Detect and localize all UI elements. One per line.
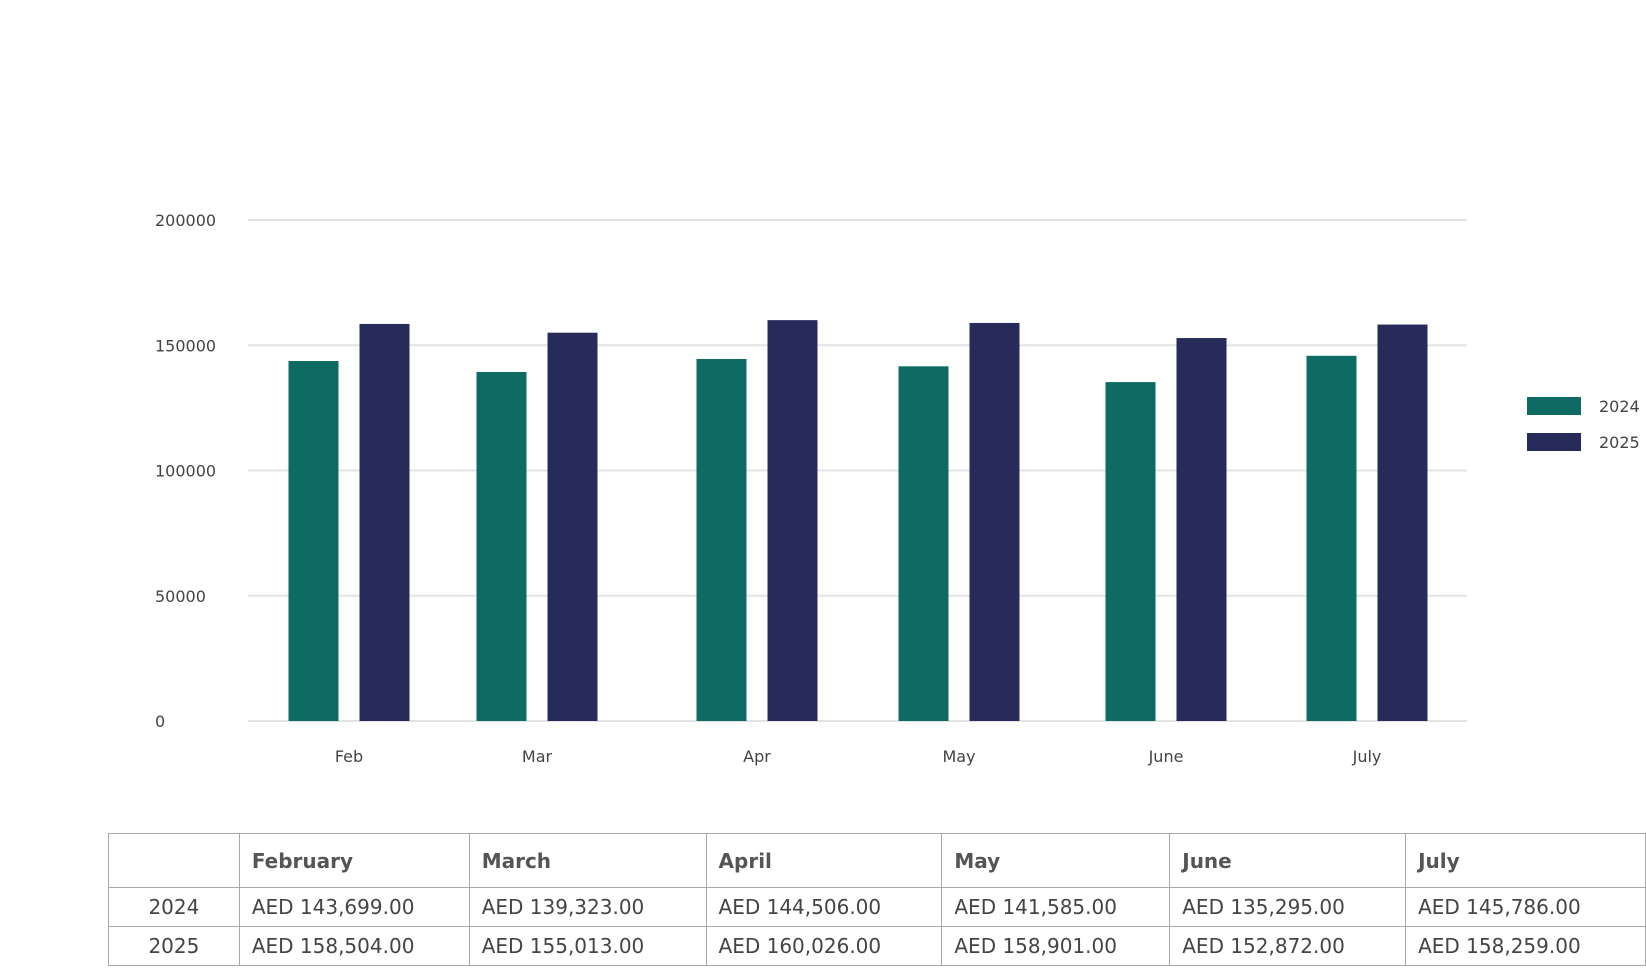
bar-2024-mar (476, 371, 527, 721)
table-cell: AED 141,585.00 (941, 887, 1171, 927)
y-tick-label: 0 (155, 712, 165, 731)
column-header: May (941, 833, 1171, 888)
table-cell: AED 144,506.00 (705, 887, 943, 927)
bar-2025-apr (767, 320, 818, 721)
x-tick-label: July (1352, 747, 1382, 766)
bar-2025-may (969, 322, 1020, 721)
table-row: 2024 AED 143,699.00 AED 139,323.00 AED 1… (108, 887, 1646, 927)
table-cell: AED 158,901.00 (941, 926, 1171, 966)
bar-2024-july (1306, 355, 1357, 721)
x-tick-label: Apr (743, 747, 771, 766)
y-tick-label: 50000 (155, 587, 206, 606)
bar-chart: 0 50000 100000 150000 200000 Feb Mar Apr May June… (155, 211, 1640, 766)
legend-swatch (1527, 397, 1581, 415)
bar-2025-june (1176, 338, 1227, 721)
column-header (108, 833, 240, 888)
data-table: February March April May June July 2024 … (108, 833, 1646, 966)
column-header: April (705, 833, 943, 888)
y-tick-label: 200000 (155, 211, 216, 230)
table-row: 2025 AED 158,504.00 AED 155,013.00 AED 1… (108, 926, 1646, 966)
table-cell: AED 160,026.00 (705, 926, 943, 966)
y-tick-label: 100000 (155, 462, 216, 481)
bar-2024-june (1105, 382, 1156, 721)
table-cell: AED 135,295.00 (1169, 887, 1407, 927)
legend-label: 2024 (1599, 397, 1640, 416)
x-tick-label: May (942, 747, 975, 766)
table-cell: AED 139,323.00 (468, 887, 707, 927)
row-year-label: 2025 (108, 926, 240, 966)
table-cell: AED 145,786.00 (1405, 887, 1646, 927)
table-cell: AED 158,259.00 (1405, 926, 1646, 966)
table-cell: AED 143,699.00 (238, 887, 470, 927)
table-cell: AED 155,013.00 (468, 926, 707, 966)
x-tick-label: Mar (522, 747, 553, 766)
bar-2024-feb (288, 361, 339, 721)
column-header: February (238, 833, 470, 888)
x-tick-label: Feb (335, 747, 363, 766)
bar-2025-feb (359, 323, 410, 721)
column-header: July (1405, 833, 1646, 888)
x-tick-label: June (1148, 747, 1184, 766)
row-year-label: 2024 (108, 887, 240, 927)
bar-2025-mar (547, 332, 598, 721)
table-cell: AED 158,504.00 (238, 926, 470, 966)
table-header-row: February March April May June July (108, 833, 1646, 888)
bar-2024-apr (696, 359, 747, 721)
legend-swatch (1527, 433, 1581, 451)
table-cell: AED 152,872.00 (1169, 926, 1407, 966)
legend-label: 2025 (1599, 433, 1640, 452)
bar-2024-may (898, 366, 949, 721)
column-header: March (468, 833, 707, 888)
bar-2025-july (1377, 324, 1428, 721)
y-tick-label: 150000 (155, 336, 216, 355)
column-header: June (1169, 833, 1407, 888)
